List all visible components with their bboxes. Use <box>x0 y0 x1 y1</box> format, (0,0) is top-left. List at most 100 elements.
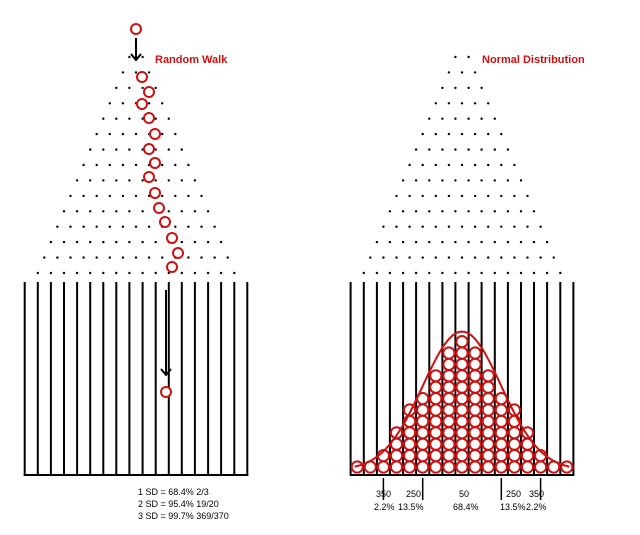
peg <box>180 271 183 275</box>
peg <box>480 271 483 275</box>
ball-icon <box>136 98 148 110</box>
peg <box>147 71 151 74</box>
peg <box>428 179 431 182</box>
peg <box>460 102 464 105</box>
peg <box>213 256 216 259</box>
peg <box>62 210 66 213</box>
peg <box>108 102 112 105</box>
ball-icon <box>468 369 482 383</box>
peg <box>428 210 431 213</box>
peg <box>102 148 105 151</box>
peg <box>187 256 190 259</box>
bin-count-label: 50 <box>459 489 469 499</box>
peg <box>187 194 190 198</box>
peg <box>460 132 464 136</box>
peg <box>180 179 183 182</box>
peg <box>95 194 98 198</box>
peg <box>401 179 405 182</box>
peg <box>193 271 197 275</box>
peg <box>154 179 157 182</box>
ball-icon <box>455 335 469 349</box>
peg <box>434 256 437 259</box>
peg <box>487 256 490 259</box>
ball-icon <box>455 437 469 451</box>
peg <box>401 240 405 244</box>
ball-icon <box>442 380 456 394</box>
peg <box>121 102 125 105</box>
peg <box>75 240 79 244</box>
peg <box>421 163 424 167</box>
ball-icon <box>389 460 404 474</box>
peg <box>493 117 496 120</box>
ball-icon <box>149 187 161 199</box>
peg <box>467 117 470 120</box>
peg <box>519 210 523 213</box>
ball-icon <box>455 414 469 428</box>
peg <box>141 179 144 182</box>
bin-count-label: 250 <box>406 489 421 499</box>
peg <box>493 179 496 182</box>
peg <box>206 271 210 275</box>
peg <box>95 163 98 167</box>
right-bin-dividers <box>349 282 575 476</box>
peg <box>206 240 210 244</box>
peg <box>108 256 112 259</box>
peg <box>141 86 144 90</box>
ball-icon <box>481 380 495 394</box>
peg <box>487 194 490 198</box>
peg <box>200 194 203 198</box>
ball-icon <box>442 449 456 463</box>
peg <box>480 148 483 151</box>
peg <box>141 271 144 275</box>
ball-icon <box>442 357 456 371</box>
ball-icon <box>468 460 482 474</box>
ball-icon <box>429 369 443 383</box>
peg <box>121 132 125 136</box>
ball-icon <box>494 414 508 428</box>
peg <box>395 256 398 259</box>
ball-icon <box>403 437 417 451</box>
ball-icon <box>143 171 155 183</box>
peg <box>102 179 105 182</box>
peg <box>487 132 490 136</box>
ball-icon <box>468 437 482 451</box>
ball-icon <box>153 202 165 214</box>
peg <box>206 210 210 213</box>
bin-percent-label: 68.4% <box>453 502 479 512</box>
peg <box>460 225 464 228</box>
peg <box>467 148 470 151</box>
peg <box>414 179 418 182</box>
ball-icon <box>403 449 417 463</box>
peg <box>82 194 85 198</box>
peg <box>108 225 112 228</box>
peg <box>480 240 483 244</box>
peg <box>460 163 464 167</box>
peg <box>134 225 138 228</box>
peg <box>428 117 431 120</box>
peg <box>539 256 542 259</box>
peg <box>473 132 477 136</box>
peg <box>369 256 372 259</box>
peg <box>128 271 131 275</box>
peg <box>526 256 529 259</box>
peg <box>187 163 190 167</box>
peg <box>532 240 536 244</box>
ball-icon <box>442 392 456 406</box>
peg <box>56 256 59 259</box>
peg <box>401 210 405 213</box>
peg <box>161 132 164 136</box>
peg <box>500 225 503 228</box>
peg <box>500 194 503 198</box>
ball-icon <box>468 449 482 463</box>
peg <box>128 240 131 244</box>
ball-icon <box>455 357 469 371</box>
ball-icon <box>494 403 508 417</box>
ball-icon <box>442 437 456 451</box>
ball-icon <box>429 449 443 463</box>
ball-icon <box>494 460 508 474</box>
peg <box>147 225 151 228</box>
ball-icon <box>143 112 155 124</box>
peg <box>552 256 555 259</box>
peg <box>434 132 437 136</box>
ball-icon <box>507 426 522 440</box>
